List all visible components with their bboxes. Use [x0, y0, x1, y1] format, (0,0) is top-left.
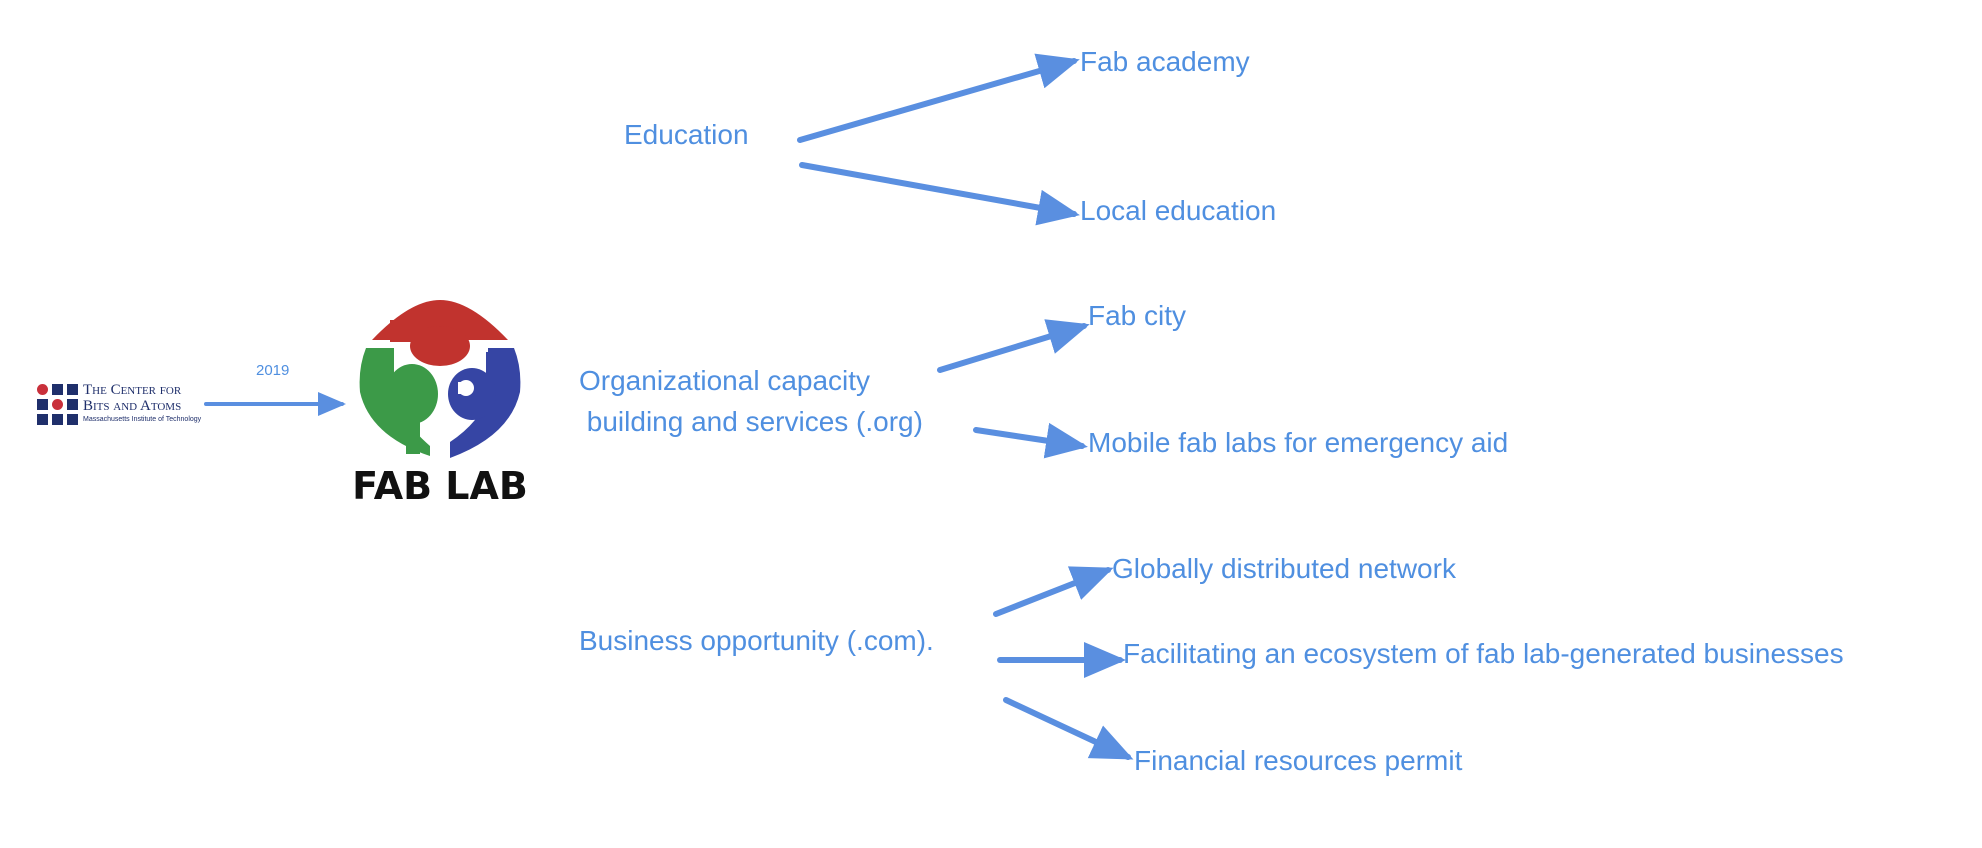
leaf-local-education-label: Local education	[1080, 195, 1277, 226]
arrow-org-to-mobile-fab-labs	[973, 422, 1088, 459]
fablab-logo: FAB LAB	[350, 296, 530, 516]
cba-logo-grid-icon	[37, 384, 79, 426]
branch-business-label: Business opportunity (.com).	[579, 625, 934, 656]
leaf-mobile-fab-labs-label: Mobile fab labs for emergency aid	[1088, 427, 1509, 458]
branch-education-label: Education	[624, 119, 749, 150]
cba-logo-line1: The Center for	[83, 382, 182, 398]
leaf-ecosystem-label: Facilitating an ecosystem of fab lab-gen…	[1123, 638, 1844, 669]
cba-logo-line3: Massachusetts Institute of Technology	[83, 416, 202, 423]
arrow-business-to-financial	[1003, 697, 1134, 760]
arrow-org-to-fab-city	[937, 319, 1090, 373]
fablab-blue-circle	[448, 368, 496, 420]
arrow-business-to-global-network	[993, 566, 1114, 617]
leaf-fab-academy-label: Fab academy	[1080, 46, 1250, 77]
fablab-green-circle	[386, 364, 438, 424]
leaf-global-network-label: Globally distributed network	[1112, 553, 1456, 584]
branch-organizational-label: Organizational capacity building and ser…	[579, 365, 923, 437]
leaf-financial-resources-label: Financial resources permit	[1134, 745, 1463, 776]
fablab-red-circle	[410, 326, 470, 366]
leaf-fab-city-label: Fab city	[1088, 300, 1187, 331]
connector-year-label: 2019	[256, 362, 290, 379]
cba-logo: The Center for Bits and Atoms Massachuse…	[37, 381, 202, 427]
fablab-wordmark: FAB LAB	[352, 464, 528, 508]
arrow-education-to-fab-academy	[797, 53, 1080, 143]
fablab-emblem-icon	[359, 300, 521, 458]
arrow-education-to-local-education	[799, 162, 1080, 226]
cba-logo-line2: Bits and Atoms	[83, 398, 182, 414]
